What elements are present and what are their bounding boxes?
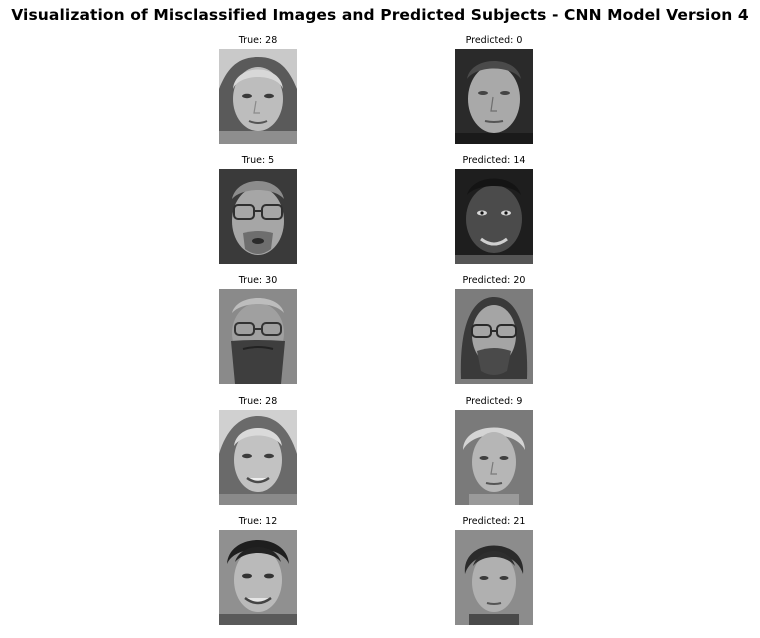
true-face-image	[219, 530, 297, 625]
predicted-label: Predicted: 0	[465, 35, 523, 46]
true-label: True: 5	[241, 155, 275, 166]
predicted-face-image	[455, 410, 533, 505]
true-label: True: 28	[238, 35, 278, 46]
predicted-label: Predicted: 9	[465, 396, 523, 407]
true-face-image	[219, 289, 297, 384]
true-label: True: 12	[238, 516, 278, 527]
predicted-face-image	[455, 169, 533, 264]
predicted-label: Predicted: 14	[462, 155, 526, 166]
true-label: True: 28	[238, 396, 278, 407]
predicted-face-image	[455, 530, 533, 625]
predicted-label: Predicted: 21	[462, 516, 526, 527]
true-face-image	[219, 49, 297, 144]
true-label: True: 30	[238, 275, 278, 286]
true-face-image	[219, 169, 297, 264]
predicted-label: Predicted: 20	[462, 275, 526, 286]
predicted-face-image	[455, 49, 533, 144]
true-face-image	[219, 410, 297, 505]
figure-title: Visualization of Misclassified Images an…	[11, 6, 749, 24]
predicted-face-image	[455, 289, 533, 384]
